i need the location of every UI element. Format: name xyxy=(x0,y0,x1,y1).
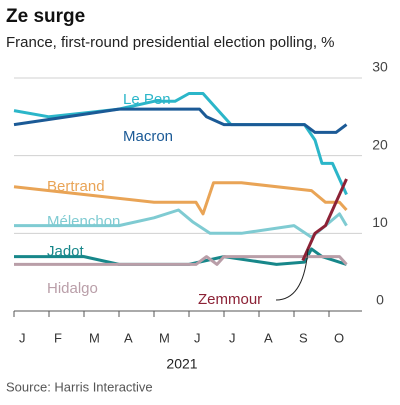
x-tick-label: M xyxy=(159,330,170,345)
x-tick-label: A xyxy=(264,330,273,345)
y-tick-label: 20 xyxy=(372,136,388,152)
series-line xyxy=(14,255,348,266)
legend-label: Jadot xyxy=(47,243,85,260)
x-tick-label: O xyxy=(334,330,344,345)
series-line xyxy=(301,178,348,262)
y-tick-label: 10 xyxy=(372,214,388,230)
x-tick-label: S xyxy=(299,330,308,345)
series-line xyxy=(14,247,347,266)
y-tick-label: 30 xyxy=(372,59,388,75)
legend-label: Hidalgo xyxy=(47,280,98,297)
legend-label: Zemmour xyxy=(198,291,262,308)
source: Source: Harris Interactive xyxy=(6,379,153,394)
label-leader xyxy=(275,248,309,301)
y-tick-label: 0 xyxy=(376,292,384,308)
chart-title: Ze surge xyxy=(6,6,85,27)
series-line xyxy=(13,107,348,134)
x-tick-label: J xyxy=(229,330,236,345)
legend-label: Le Pen xyxy=(123,91,171,108)
x-tick-label: J xyxy=(19,330,26,345)
legend-label: Macron xyxy=(123,128,173,145)
x-axis-label: 2021 xyxy=(166,356,197,372)
x-tick-label: A xyxy=(124,330,133,345)
chart-subtitle: France, first-round presidential electio… xyxy=(6,34,335,51)
legend-label: Bertrand xyxy=(47,178,105,195)
x-tick-label: F xyxy=(54,330,62,345)
x-tick-label: M xyxy=(89,330,100,345)
legend-label: Mélenchon xyxy=(47,213,120,230)
x-tick-label: J xyxy=(194,330,201,345)
series-line xyxy=(13,181,348,216)
